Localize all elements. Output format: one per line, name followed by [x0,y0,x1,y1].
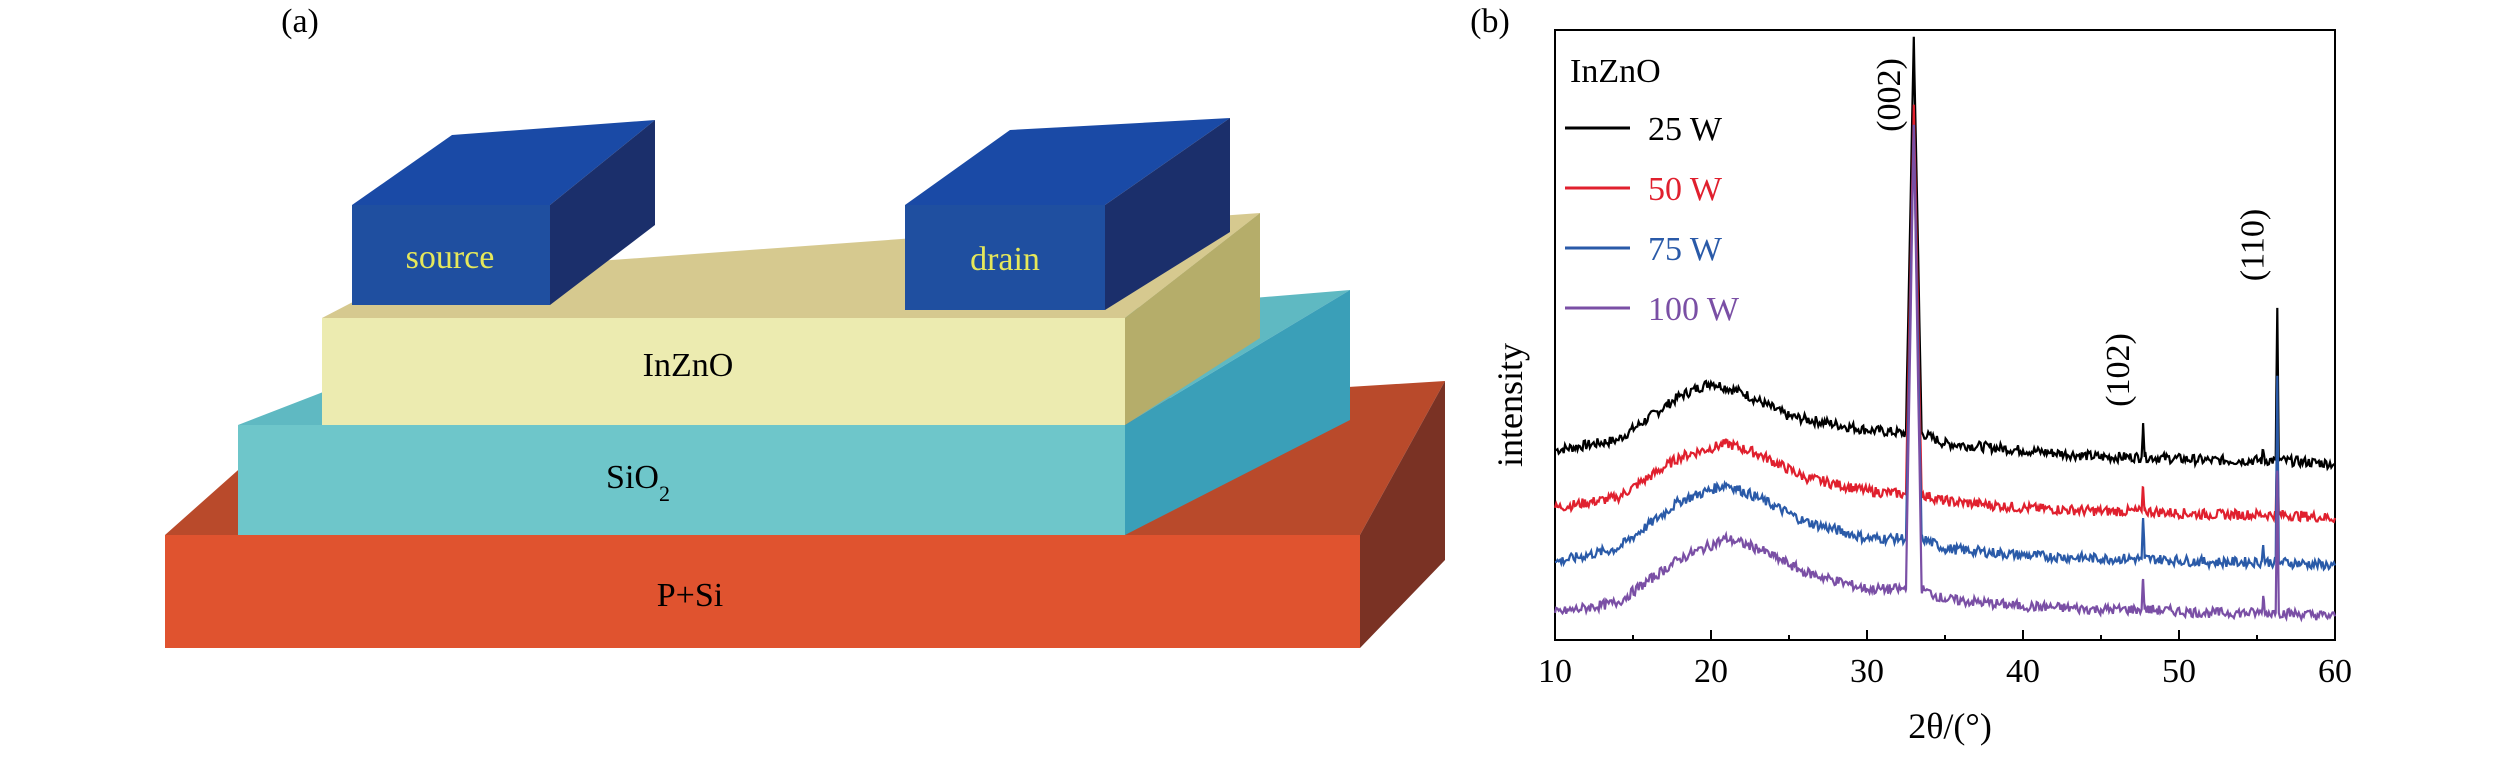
source-top [352,120,655,205]
source-electrode: source [352,120,655,305]
x-axis: 10 20 30 40 50 60 [1538,630,2352,690]
series-line-25w [1554,36,2336,472]
sio2-label-main: SiO [606,459,659,496]
peak-annotations: (002) (102) (110) [1871,58,2271,407]
panel-a: (a) P+Si SiO2 InZnO [165,3,1445,648]
peak-label: (002) [1871,58,1908,132]
source-side [550,120,655,305]
substrate-front [165,535,1360,648]
panel-b-label: (b) [1470,3,1510,40]
peak-label: (102) [2100,333,2137,407]
series-layer [1553,36,2337,623]
x-tick-label: 60 [2318,653,2352,690]
source-front [352,205,550,305]
sio2-side [1125,290,1350,535]
sio2-front [238,425,1125,535]
drain-top [905,118,1230,205]
legend: InZnO 25 W 50 W 75 W 100 W [1565,53,1740,328]
legend-label: 100 W [1648,291,1740,328]
ingzno-label: InZnO [643,347,734,384]
y-axis-title: intensity [1490,343,1530,467]
drain-label: drain [970,241,1040,278]
x-tick-label: 40 [2006,653,2040,690]
sio2-label: SiO2 [606,459,670,506]
x-tick-label: 20 [1694,653,1728,690]
sio2-label-sub: 2 [659,481,670,506]
panel-b: (b) 10 20 30 40 50 60 2θ/(°) intensity InZnO … [1470,3,2352,746]
substrate-side [1360,381,1445,648]
x-tick-label: 50 [2162,653,2196,690]
peak-label: (110) [2234,209,2271,281]
source-label: source [406,239,495,276]
x-tick-label: 30 [1850,653,1884,690]
x-axis-title: 2θ/(°) [1908,706,1992,746]
legend-title: InZnO [1570,53,1661,90]
drain-side [1105,118,1230,310]
series-line-50w [1553,104,2337,524]
ingzno-front [322,318,1125,425]
panel-a-label: (a) [281,3,319,40]
series-line-100w [1553,124,2337,623]
drain-front [905,205,1105,310]
x-tick-label: 10 [1538,653,1572,690]
series-line-75w [1554,124,2337,572]
legend-label: 50 W [1648,171,1723,208]
legend-label: 25 W [1648,111,1723,148]
ingzno-side [1125,213,1260,425]
legend-label: 75 W [1648,231,1723,268]
drain-electrode: drain [905,118,1230,310]
substrate-label: P+Si [657,577,723,614]
